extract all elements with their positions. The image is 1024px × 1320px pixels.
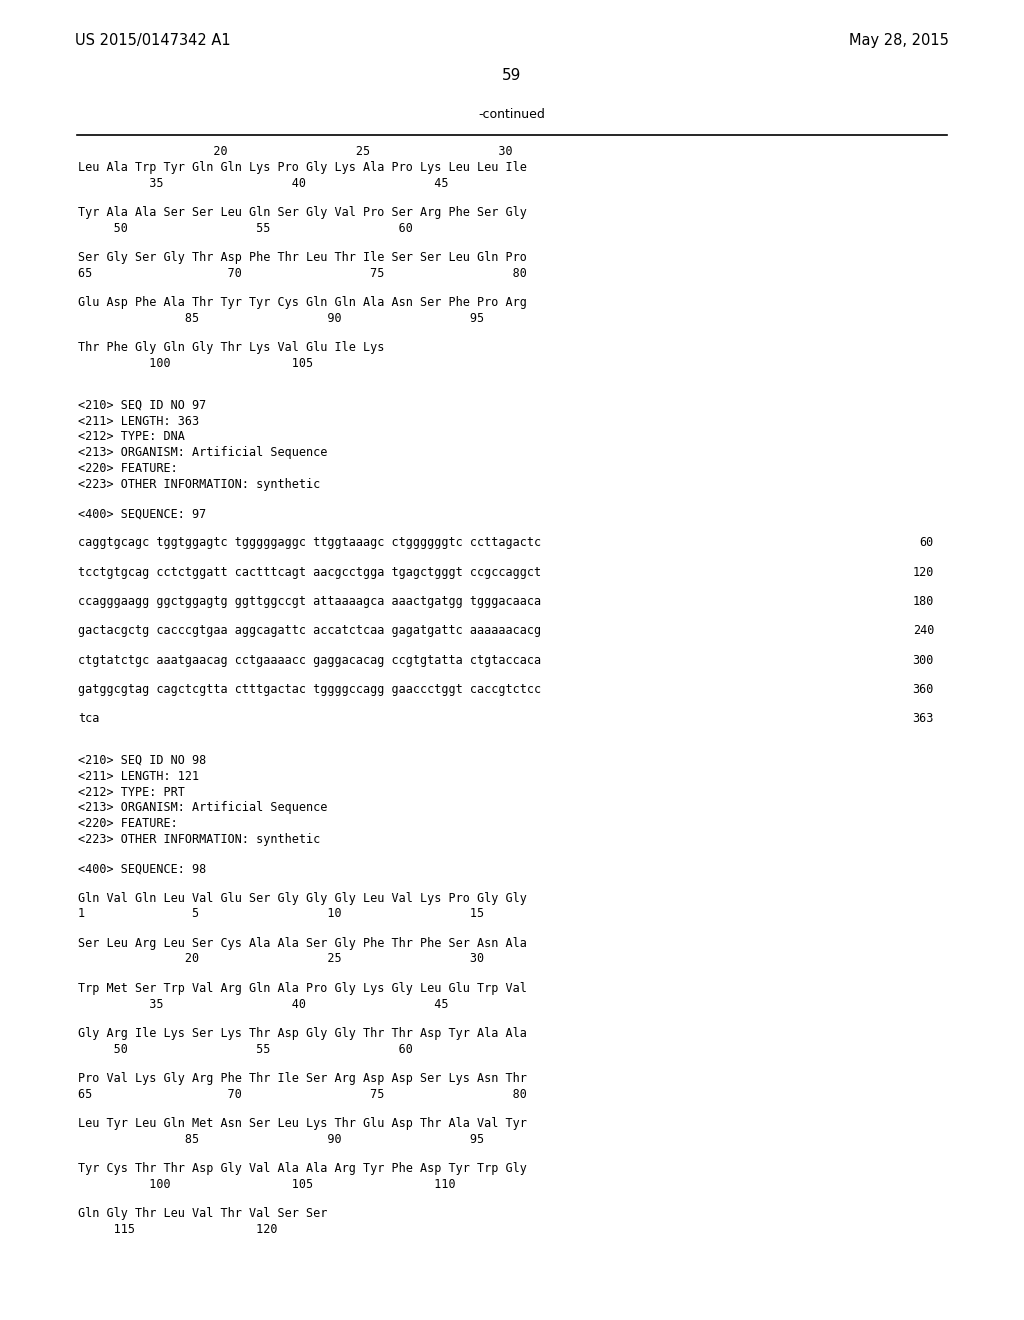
Text: Tyr Cys Thr Thr Asp Gly Val Ala Ala Arg Tyr Phe Asp Tyr Trp Gly: Tyr Cys Thr Thr Asp Gly Val Ala Ala Arg … — [78, 1162, 527, 1175]
Text: Gly Arg Ile Lys Ser Lys Thr Asp Gly Gly Thr Thr Asp Tyr Ala Ala: Gly Arg Ile Lys Ser Lys Thr Asp Gly Gly … — [78, 1027, 527, 1040]
Text: 360: 360 — [912, 682, 934, 696]
Text: Pro Val Lys Gly Arg Phe Thr Ile Ser Arg Asp Asp Ser Lys Asn Thr: Pro Val Lys Gly Arg Phe Thr Ile Ser Arg … — [78, 1072, 527, 1085]
Text: 363: 363 — [912, 713, 934, 725]
Text: <220> FEATURE:: <220> FEATURE: — [78, 462, 178, 475]
Text: caggtgcagc tggtggagtc tgggggaggc ttggtaaagc ctggggggtc ccttagactc: caggtgcagc tggtggagtc tgggggaggc ttggtaa… — [78, 536, 541, 549]
Text: <223> OTHER INFORMATION: synthetic: <223> OTHER INFORMATION: synthetic — [78, 478, 321, 491]
Text: 50                  55                  60: 50 55 60 — [78, 222, 413, 235]
Text: 60: 60 — [920, 536, 934, 549]
Text: 50                  55                  60: 50 55 60 — [78, 1043, 413, 1056]
Text: 65                   70                  75                  80: 65 70 75 80 — [78, 267, 527, 280]
Text: ctgtatctgc aaatgaacag cctgaaaacc gaggacacag ccgtgtatta ctgtaccaca: ctgtatctgc aaatgaacag cctgaaaacc gaggaca… — [78, 653, 541, 667]
Text: 59: 59 — [503, 69, 521, 83]
Text: 85                  90                  95: 85 90 95 — [78, 312, 484, 325]
Text: Trp Met Ser Trp Val Arg Gln Ala Pro Gly Lys Gly Leu Glu Trp Val: Trp Met Ser Trp Val Arg Gln Ala Pro Gly … — [78, 982, 527, 995]
Text: tcctgtgcag cctctggatt cactttcagt aacgcctgga tgagctgggt ccgccaggct: tcctgtgcag cctctggatt cactttcagt aacgcct… — [78, 566, 541, 578]
Text: 100                 105                 110: 100 105 110 — [78, 1177, 456, 1191]
Text: Thr Phe Gly Gln Gly Thr Lys Val Glu Ile Lys: Thr Phe Gly Gln Gly Thr Lys Val Glu Ile … — [78, 341, 384, 354]
Text: Ser Leu Arg Leu Ser Cys Ala Ala Ser Gly Phe Thr Phe Ser Asn Ala: Ser Leu Arg Leu Ser Cys Ala Ala Ser Gly … — [78, 937, 527, 949]
Text: <223> OTHER INFORMATION: synthetic: <223> OTHER INFORMATION: synthetic — [78, 833, 321, 846]
Text: Leu Tyr Leu Gln Met Asn Ser Leu Lys Thr Glu Asp Thr Ala Val Tyr: Leu Tyr Leu Gln Met Asn Ser Leu Lys Thr … — [78, 1117, 527, 1130]
Text: Ser Gly Ser Gly Thr Asp Phe Thr Leu Thr Ile Ser Ser Leu Gln Pro: Ser Gly Ser Gly Thr Asp Phe Thr Leu Thr … — [78, 251, 527, 264]
Text: <212> TYPE: PRT: <212> TYPE: PRT — [78, 785, 185, 799]
Text: 300: 300 — [912, 653, 934, 667]
Text: <213> ORGANISM: Artificial Sequence: <213> ORGANISM: Artificial Sequence — [78, 801, 328, 814]
Text: gatggcgtag cagctcgtta ctttgactac tggggccagg gaaccctggt caccgtctcc: gatggcgtag cagctcgtta ctttgactac tggggcc… — [78, 682, 541, 696]
Text: 85                  90                  95: 85 90 95 — [78, 1133, 484, 1146]
Text: 35                  40                  45: 35 40 45 — [78, 177, 449, 190]
Text: Glu Asp Phe Ala Thr Tyr Tyr Cys Gln Gln Ala Asn Ser Phe Pro Arg: Glu Asp Phe Ala Thr Tyr Tyr Cys Gln Gln … — [78, 296, 527, 309]
Text: <211> LENGTH: 363: <211> LENGTH: 363 — [78, 414, 199, 428]
Text: 240: 240 — [912, 624, 934, 638]
Text: gactacgctg cacccgtgaa aggcagattc accatctcaa gagatgattc aaaaaacacg: gactacgctg cacccgtgaa aggcagattc accatct… — [78, 624, 541, 638]
Text: -continued: -continued — [478, 108, 546, 121]
Text: Tyr Ala Ala Ser Ser Leu Gln Ser Gly Val Pro Ser Arg Phe Ser Gly: Tyr Ala Ala Ser Ser Leu Gln Ser Gly Val … — [78, 206, 527, 219]
Text: <210> SEQ ID NO 97: <210> SEQ ID NO 97 — [78, 399, 206, 412]
Text: 20                  25                  30: 20 25 30 — [78, 145, 513, 158]
Text: <211> LENGTH: 121: <211> LENGTH: 121 — [78, 770, 199, 783]
Text: 100                 105: 100 105 — [78, 356, 313, 370]
Text: May 28, 2015: May 28, 2015 — [849, 33, 949, 48]
Text: 115                 120: 115 120 — [78, 1224, 278, 1236]
Text: <220> FEATURE:: <220> FEATURE: — [78, 817, 178, 830]
Text: US 2015/0147342 A1: US 2015/0147342 A1 — [75, 33, 230, 48]
Text: 1               5                  10                  15: 1 5 10 15 — [78, 907, 484, 920]
Text: Gln Val Gln Leu Val Glu Ser Gly Gly Gly Leu Val Lys Pro Gly Gly: Gln Val Gln Leu Val Glu Ser Gly Gly Gly … — [78, 891, 527, 904]
Text: ccagggaagg ggctggagtg ggttggccgt attaaaagca aaactgatgg tgggacaaca: ccagggaagg ggctggagtg ggttggccgt attaaaa… — [78, 595, 541, 609]
Text: <400> SEQUENCE: 97: <400> SEQUENCE: 97 — [78, 507, 206, 520]
Text: <210> SEQ ID NO 98: <210> SEQ ID NO 98 — [78, 754, 206, 767]
Text: 20                  25                  30: 20 25 30 — [78, 953, 484, 965]
Text: Gln Gly Thr Leu Val Thr Val Ser Ser: Gln Gly Thr Leu Val Thr Val Ser Ser — [78, 1208, 328, 1220]
Text: 35                  40                  45: 35 40 45 — [78, 998, 449, 1011]
Text: 180: 180 — [912, 595, 934, 609]
Text: <212> TYPE: DNA: <212> TYPE: DNA — [78, 430, 185, 444]
Text: 65                   70                  75                  80: 65 70 75 80 — [78, 1088, 527, 1101]
Text: tca: tca — [78, 713, 99, 725]
Text: 120: 120 — [912, 566, 934, 578]
Text: <400> SEQUENCE: 98: <400> SEQUENCE: 98 — [78, 862, 206, 875]
Text: <213> ORGANISM: Artificial Sequence: <213> ORGANISM: Artificial Sequence — [78, 446, 328, 459]
Text: Leu Ala Trp Tyr Gln Gln Lys Pro Gly Lys Ala Pro Lys Leu Leu Ile: Leu Ala Trp Tyr Gln Gln Lys Pro Gly Lys … — [78, 161, 527, 174]
